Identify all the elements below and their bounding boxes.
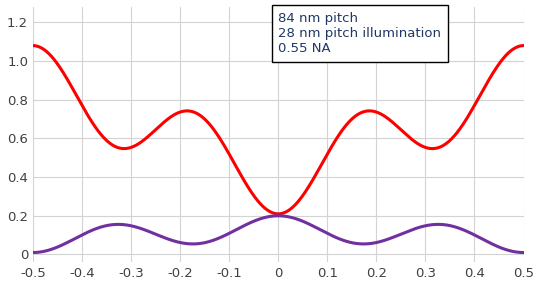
Text: 84 nm pitch
28 nm pitch illumination
0.55 NA: 84 nm pitch 28 nm pitch illumination 0.5… [278, 12, 441, 55]
